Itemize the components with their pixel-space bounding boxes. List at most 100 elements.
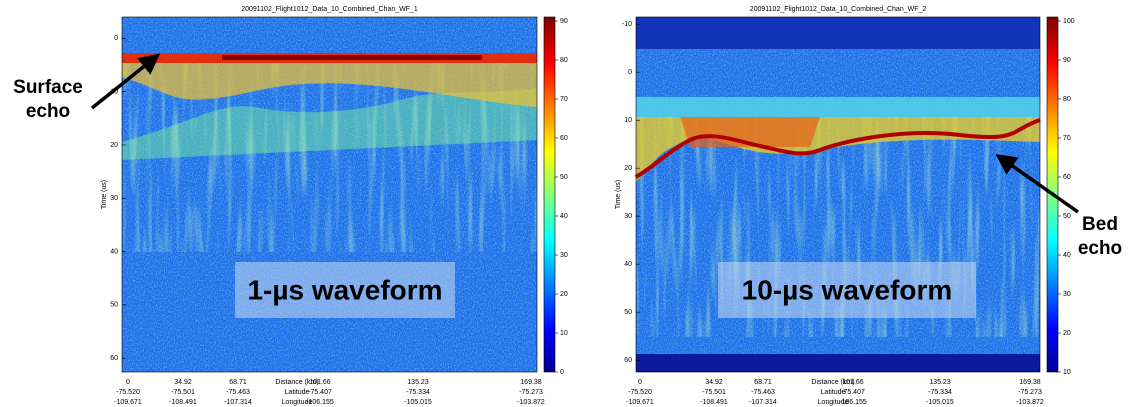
- x-tick-label: -108.491: [700, 399, 728, 406]
- x-tick-label: -75.520: [116, 389, 140, 396]
- x-tick-label: 169.38: [1019, 379, 1041, 386]
- y-tick-label: -10: [622, 21, 632, 28]
- caption-box: [235, 262, 455, 318]
- x-tick-label: 68.71: [754, 379, 772, 386]
- x-tick-label: 34.92: [174, 379, 192, 386]
- y-tick-label: 40: [624, 261, 632, 268]
- colorbar-tick-label: 40: [1063, 252, 1071, 259]
- x-tick-label: -75.334: [406, 389, 430, 396]
- plot-frame: [121, 16, 538, 373]
- x-tick-label: -75.334: [928, 389, 952, 396]
- subsurface: [122, 62, 537, 107]
- colorbar-tick-label: 60: [560, 135, 568, 142]
- panel-title: 20091102_Flight1012_Data_10_Combined_Cha…: [241, 6, 418, 13]
- y-tick-label: 0: [628, 69, 632, 76]
- colorbar-tick-label: 10: [560, 330, 568, 337]
- colorbar-tick-label: 60: [1063, 174, 1071, 181]
- colorbar-tick-label: 90: [560, 18, 568, 25]
- x-tick-label: Distance (km): [811, 379, 854, 386]
- caption: 1-µs waveform: [247, 274, 442, 305]
- x-tick-label: -103.872: [1016, 399, 1044, 406]
- y-tick-label: 50: [110, 302, 118, 309]
- colorbar-tick-label: 10: [1063, 369, 1071, 376]
- colorbar-tick-label: 50: [560, 174, 568, 181]
- x-tick-label: -75.273: [519, 389, 543, 396]
- arrow: [90, 53, 161, 110]
- arrow: [995, 153, 1080, 214]
- bottom-dark: [636, 354, 1040, 372]
- y-tick-label: 60: [110, 355, 118, 362]
- colorbar-tick-label: 20: [560, 291, 568, 298]
- bed-echo: [634, 118, 1041, 179]
- colorbar-tick-label: 80: [1063, 96, 1071, 103]
- x-tick-label: -75.463: [226, 389, 250, 396]
- x-tick-label: 34.92: [705, 379, 723, 386]
- x-tick-label: -109.671: [114, 399, 142, 406]
- x-tick-label: -75.407: [308, 389, 332, 396]
- annotation: echo: [26, 101, 70, 122]
- y-axis-label: Time (us): [615, 180, 622, 209]
- x-tick-label: 68.71: [229, 379, 247, 386]
- x-tick-label: 101.66: [309, 379, 331, 386]
- x-tick-label: -75.407: [841, 389, 865, 396]
- colorbar-tick-label: 30: [1063, 291, 1071, 298]
- caption-box: [718, 262, 976, 318]
- x-tick-label: -75.520: [628, 389, 652, 396]
- colorbar-tick-label: 0: [560, 369, 564, 376]
- x-tick-label: Longitude: [282, 399, 313, 406]
- annotation: Surface: [13, 77, 83, 98]
- y-tick-label: 10: [624, 117, 632, 124]
- x-tick-label: -108.491: [169, 399, 197, 406]
- colorbar-tick-label: 40: [560, 213, 568, 220]
- y-axis-label: Time (us): [101, 180, 108, 209]
- x-tick-label: 0: [126, 379, 130, 386]
- colorbar-tick-label: 70: [1063, 135, 1071, 142]
- x-tick-label: Distance (km): [275, 379, 318, 386]
- y-tick-label: 30: [110, 195, 118, 202]
- y-tick-label: 60: [624, 357, 632, 364]
- colorbar-tick-label: 70: [560, 96, 568, 103]
- x-tick-label: 135.23: [407, 379, 429, 386]
- englacial: [680, 117, 820, 147]
- colorbar: [543, 16, 556, 373]
- x-tick-label: Longitude: [818, 399, 849, 406]
- x-tick-label: -103.872: [517, 399, 545, 406]
- surface-core: [222, 55, 482, 60]
- annotation: Bed: [1082, 214, 1118, 235]
- x-tick-label: -107.314: [749, 399, 777, 406]
- x-tick-label: -106.155: [306, 399, 334, 406]
- colorbar-tick-label: 30: [560, 252, 568, 259]
- y-tick-label: 0: [114, 35, 118, 42]
- x-tick-label: 101.66: [842, 379, 864, 386]
- caption: 10-µs waveform: [742, 274, 953, 305]
- air-band: [636, 97, 1040, 117]
- panel-title: 20091102_Flight1012_Data_10_Combined_Cha…: [750, 6, 927, 13]
- x-tick-label: -105.015: [404, 399, 432, 406]
- x-tick-label: -109.671: [626, 399, 654, 406]
- x-tick-label: -75.501: [171, 389, 195, 396]
- x-tick-label: -75.501: [702, 389, 726, 396]
- y-tick-label: 20: [624, 165, 632, 172]
- x-tick-label: -75.463: [751, 389, 775, 396]
- colorbar-tick-label: 100: [1063, 18, 1075, 25]
- x-tick-label: Latitude: [285, 389, 310, 396]
- x-tick-label: Latitude: [821, 389, 846, 396]
- colorbar-tick-label: 90: [1063, 57, 1071, 64]
- colorbar-tick-label: 80: [560, 57, 568, 64]
- y-tick-label: 30: [624, 213, 632, 220]
- x-tick-label: 135.23: [929, 379, 951, 386]
- plot-frame: [635, 16, 1041, 373]
- colorbar-tick-label: 20: [1063, 330, 1071, 337]
- x-tick-label: 0: [638, 379, 642, 386]
- x-tick-label: -107.314: [224, 399, 252, 406]
- y-tick-label: 50: [624, 309, 632, 316]
- colorbar-tick-label: 50: [1063, 213, 1071, 220]
- y-tick-label: 20: [110, 142, 118, 149]
- annotation: echo: [1078, 238, 1122, 259]
- x-tick-label: -105.015: [926, 399, 954, 406]
- y-tick-label: 40: [110, 248, 118, 255]
- x-tick-label: -106.155: [839, 399, 867, 406]
- top-dark: [636, 17, 1040, 49]
- x-tick-label: 169.38: [520, 379, 542, 386]
